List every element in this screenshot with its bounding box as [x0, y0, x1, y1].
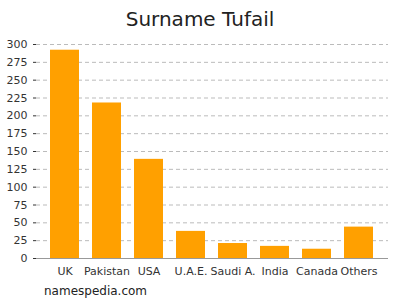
svg-text:UK: UK [57, 265, 73, 278]
svg-text:0: 0 [21, 252, 28, 265]
svg-text:25: 25 [14, 234, 28, 247]
svg-text:100: 100 [7, 181, 28, 194]
svg-text:200: 200 [7, 109, 28, 122]
svg-text:125: 125 [7, 163, 28, 176]
svg-text:75: 75 [14, 199, 28, 212]
svg-text:175: 175 [7, 127, 28, 140]
svg-text:300: 300 [7, 38, 28, 51]
svg-text:250: 250 [7, 74, 28, 87]
svg-text:U.A.E.: U.A.E. [175, 265, 208, 278]
svg-text:275: 275 [7, 56, 28, 69]
html-text:namespedia.com: namespedia.com [44, 284, 147, 298]
svg-text:50: 50 [14, 216, 28, 229]
html-text:Surname Tufail: Surname Tufail [125, 7, 275, 31]
svg-text:Pakistan: Pakistan [84, 265, 130, 278]
svg-text:USA: USA [138, 265, 161, 278]
svg-text:Others: Others [341, 265, 378, 278]
svg-text:Saudi A.: Saudi A. [210, 265, 255, 278]
svg-text:Canada: Canada [296, 265, 338, 278]
svg-text:150: 150 [7, 145, 28, 158]
svg-text:225: 225 [7, 92, 28, 105]
svg-text:India: India [262, 265, 289, 278]
